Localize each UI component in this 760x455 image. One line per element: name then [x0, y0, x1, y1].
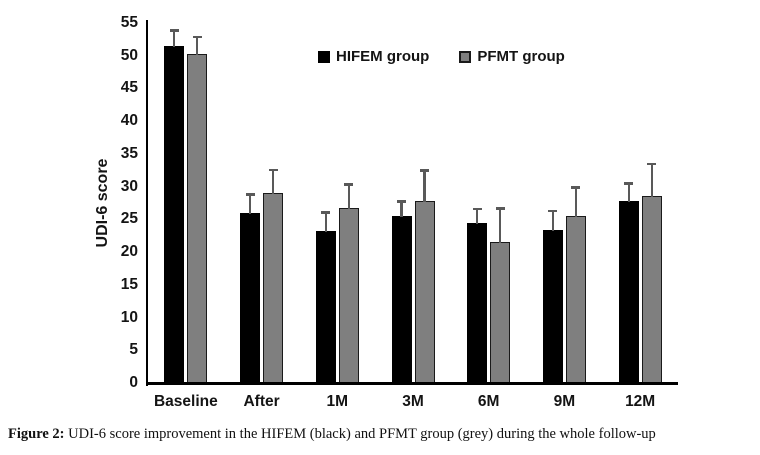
error-bar	[173, 30, 176, 47]
bar-pfmt-3m	[414, 201, 435, 383]
x-tick-label: 1M	[326, 393, 349, 410]
error-bar	[627, 183, 630, 203]
error-bar-cap	[571, 186, 581, 189]
figure-caption: Figure 2: UDI-6 score improvement in the…	[8, 426, 756, 443]
y-axis-title: UDI-6 score	[94, 158, 111, 248]
bar-hifem-12m	[618, 201, 639, 383]
legend-label: PFMT group	[477, 48, 565, 65]
bar-hifem-6m	[467, 222, 488, 383]
bar-pfmt-6m	[490, 242, 511, 383]
y-tick-label: 55	[120, 14, 138, 31]
legend-swatch-icon	[459, 50, 472, 63]
error-bar-cap	[268, 168, 278, 172]
y-tick-label: 35	[120, 144, 138, 162]
y-tick-label: 40	[120, 112, 138, 130]
bar-chart: UDI-6 score 0 5 10 15 20 25 30 35 40 45 50 55 Basel…	[94, 14, 678, 410]
y-tick-label: 20	[120, 243, 138, 261]
bar-pfmt-12m	[641, 195, 662, 383]
x-axis-line	[145, 381, 678, 385]
bar-hifem-9m	[542, 230, 563, 383]
error-bar	[476, 208, 479, 224]
error-bar-cap	[192, 35, 202, 39]
bar-pfmt-9m	[565, 216, 586, 383]
error-bar	[551, 210, 555, 232]
error-bar-cap	[647, 162, 657, 166]
error-bar-cap	[321, 211, 331, 214]
caption-label: Figure 2:	[8, 426, 65, 442]
error-bar	[574, 187, 578, 218]
bar-hifem-3m	[391, 216, 412, 383]
error-bar	[196, 36, 199, 56]
x-tick-label: Baseline	[153, 393, 218, 410]
error-bar-cap	[472, 207, 482, 211]
error-bar	[271, 169, 275, 195]
caption-text: UDI-6 score improvement in the HIFEM (bl…	[64, 426, 656, 442]
error-bar	[248, 194, 252, 214]
error-bar-cap	[344, 183, 354, 186]
error-bar	[324, 212, 327, 233]
error-bar-cap	[548, 209, 558, 213]
y-tick-label: 0	[129, 374, 138, 391]
error-bar	[499, 208, 502, 244]
legend-item-pfmt: PFMT group	[459, 48, 565, 65]
x-tick-label: After	[243, 393, 280, 410]
bar-hifem-baseline	[164, 45, 185, 383]
bar-pfmt-baseline	[187, 54, 208, 383]
y-tick-label: 25	[120, 210, 138, 228]
bar-pfmt-after	[263, 193, 284, 383]
error-bar	[650, 163, 653, 197]
legend-swatch-icon	[318, 50, 330, 63]
error-bar	[347, 184, 350, 209]
y-tick-label: 15	[120, 275, 138, 293]
bar-hifem-1m	[315, 231, 336, 383]
legend-item-hifem: HIFEM group	[318, 48, 429, 65]
bar-hifem-after	[240, 212, 261, 383]
error-bar-cap	[169, 29, 179, 32]
bar-pfmt-1m	[338, 207, 359, 383]
x-tick-label: 3M	[402, 393, 424, 410]
y-tick-label: 10	[120, 308, 138, 326]
y-tick-label: 30	[120, 177, 138, 195]
y-tick-label: 45	[120, 79, 138, 97]
y-tick-label: 50	[120, 46, 138, 64]
error-bar	[400, 201, 403, 218]
y-axis-line	[145, 20, 148, 386]
error-bar	[423, 170, 426, 203]
y-tick-label: 5	[129, 341, 138, 359]
x-tick-label: 6M	[477, 393, 500, 410]
error-bar-cap	[245, 193, 255, 197]
x-tick-label: 12M	[625, 393, 656, 410]
x-tick-label: 9M	[553, 393, 576, 410]
legend-label: HIFEM group	[336, 48, 430, 65]
error-bar-cap	[397, 200, 406, 203]
error-bar-cap	[420, 169, 429, 172]
error-bar-cap	[624, 182, 634, 185]
error-bar-cap	[495, 207, 505, 210]
chart-legend: HIFEM group PFMT group	[318, 48, 565, 65]
